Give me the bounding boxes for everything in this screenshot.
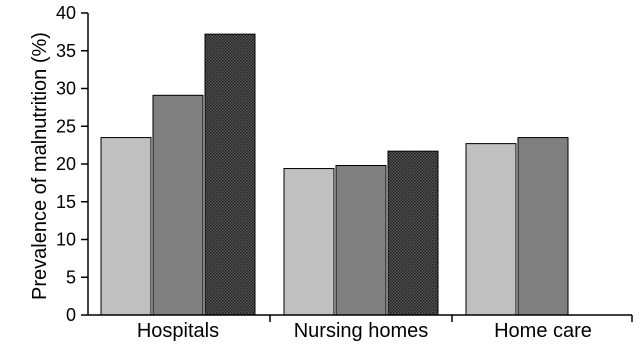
x-category-label: Nursing homes <box>294 320 429 342</box>
y-tick-label: 35 <box>56 41 76 61</box>
bar-home-care-s2 <box>517 137 569 316</box>
y-tick-label: 5 <box>66 267 76 287</box>
y-tick-label: 20 <box>56 154 76 174</box>
bar-hospitals-s3 <box>204 33 256 316</box>
bar-nursing-homes-s1 <box>283 168 335 316</box>
y-tick-label: 0 <box>66 305 76 325</box>
y-tick-label: 10 <box>56 230 76 250</box>
y-ticks: 0 5 10 15 20 25 30 35 40 <box>56 3 88 325</box>
x-labels: Hospitals Nursing homes Home care <box>137 315 633 342</box>
bar-nursing-homes-s2 <box>335 165 387 316</box>
bar-home-care-s1 <box>465 143 517 316</box>
bar-hospitals-s2 <box>152 94 204 316</box>
bars-layer <box>100 33 569 316</box>
y-tick-label: 15 <box>56 192 76 212</box>
bar-hospitals-s1 <box>100 137 152 316</box>
bar-nursing-homes-s3 <box>387 150 439 316</box>
y-tick-label: 25 <box>56 116 76 136</box>
y-tick-label: 40 <box>56 3 76 23</box>
x-category-label: Hospitals <box>137 320 219 342</box>
y-tick-label: 30 <box>56 79 76 99</box>
x-category-label: Home care <box>494 320 592 342</box>
y-axis-title: Prevalence of malnutrition (%) <box>29 32 51 300</box>
